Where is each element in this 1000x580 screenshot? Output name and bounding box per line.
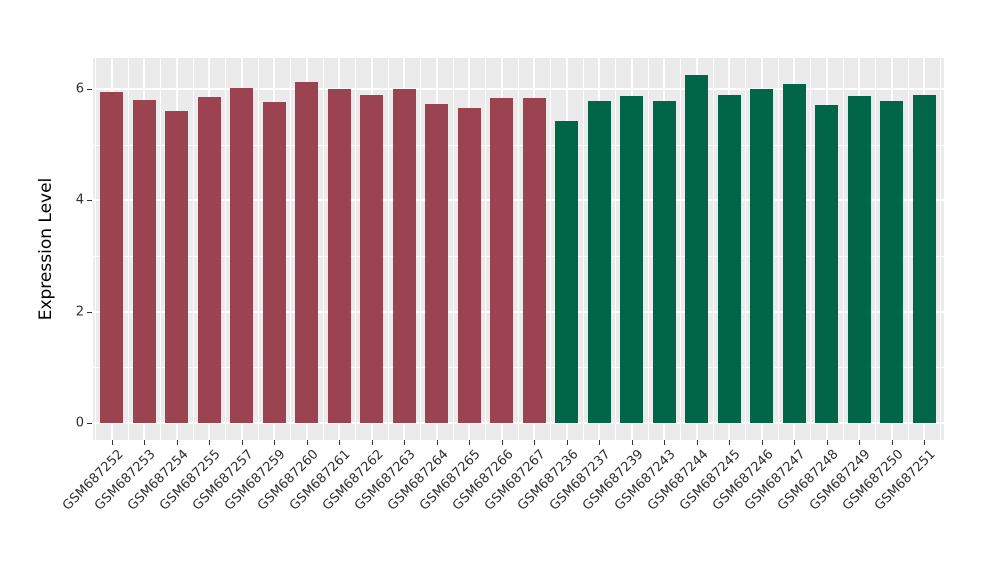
bar-GSM687262 xyxy=(360,95,384,423)
gridline-v-minor xyxy=(940,58,942,440)
x-tick-mark xyxy=(306,440,308,445)
x-tick-mark xyxy=(631,440,633,445)
y-tick-label: 2 xyxy=(75,304,84,320)
plot-area xyxy=(93,58,944,440)
bar-GSM687266 xyxy=(490,98,514,423)
bar-GSM687265 xyxy=(457,107,481,423)
bar-GSM687257 xyxy=(230,88,254,423)
y-tick-label: 4 xyxy=(75,192,84,208)
bar-GSM687249 xyxy=(847,95,871,423)
gridline-v-minor xyxy=(517,58,519,440)
y-tick-mark xyxy=(87,200,92,202)
x-tick-mark xyxy=(826,440,828,445)
x-tick-mark xyxy=(761,440,763,445)
bar-GSM687253 xyxy=(132,100,156,423)
y-tick-mark xyxy=(87,311,92,313)
x-tick-mark xyxy=(111,440,113,445)
y-tick-label: 0 xyxy=(75,415,84,431)
gridline-v-minor xyxy=(225,58,227,440)
gridline-v-minor xyxy=(680,58,682,440)
x-tick-mark xyxy=(924,440,926,445)
bar-GSM687246 xyxy=(750,88,774,423)
gridline-v-minor xyxy=(875,58,877,440)
x-tick-mark xyxy=(501,440,503,445)
bar-GSM687260 xyxy=(295,81,319,423)
bar-GSM687245 xyxy=(717,94,741,423)
bar-GSM687244 xyxy=(685,74,709,423)
x-tick-mark xyxy=(436,440,438,445)
x-tick-mark xyxy=(534,440,536,445)
bar-GSM687252 xyxy=(100,91,124,423)
y-tick-label: 6 xyxy=(75,81,84,97)
bar-GSM687267 xyxy=(522,97,546,423)
bar-GSM687261 xyxy=(327,88,351,423)
x-tick-mark xyxy=(274,440,276,445)
y-axis-title: Expression Level xyxy=(36,177,56,321)
gridline-v-minor xyxy=(842,58,844,440)
gridline-v-minor xyxy=(355,58,357,440)
bar-GSM687243 xyxy=(652,101,676,423)
x-tick-mark xyxy=(859,440,861,445)
x-tick-mark xyxy=(566,440,568,445)
gridline-v-minor xyxy=(452,58,454,440)
y-tick-mark xyxy=(87,423,92,424)
x-tick-mark xyxy=(794,440,796,445)
gridline-v-minor xyxy=(420,58,422,440)
gridline-v-minor xyxy=(777,58,779,440)
gridline-v-minor xyxy=(160,58,162,440)
bar-GSM687254 xyxy=(165,111,189,423)
bar-GSM687251 xyxy=(912,94,936,423)
gridline-v-minor xyxy=(127,58,129,440)
x-tick-mark xyxy=(469,440,471,445)
bar-GSM687263 xyxy=(392,89,416,423)
gridline-v-minor xyxy=(745,58,747,440)
bar-GSM687250 xyxy=(880,101,904,423)
x-tick-mark xyxy=(891,440,893,445)
gridline-v-minor xyxy=(387,58,389,440)
gridline-v-minor xyxy=(192,58,194,440)
x-tick-mark xyxy=(176,440,178,445)
x-tick-mark xyxy=(404,440,406,445)
x-tick-mark xyxy=(729,440,731,445)
bar-GSM687237 xyxy=(587,100,611,423)
gridline-v-minor xyxy=(712,58,714,440)
gridline-v-minor xyxy=(582,58,584,440)
gridline-v-minor xyxy=(907,58,909,440)
bar-GSM687255 xyxy=(197,96,221,423)
y-tick-mark xyxy=(87,89,92,91)
bar-GSM687239 xyxy=(620,96,644,423)
gridline-v-minor xyxy=(810,58,812,440)
x-tick-mark xyxy=(599,440,601,445)
gridline-v-minor xyxy=(615,58,617,440)
x-tick-mark xyxy=(209,440,211,445)
bar-GSM687247 xyxy=(782,84,806,423)
x-tick-mark xyxy=(339,440,341,445)
bar-GSM687264 xyxy=(425,103,449,423)
gridline-v-minor xyxy=(647,58,649,440)
x-tick-mark xyxy=(241,440,243,445)
x-tick-mark xyxy=(696,440,698,445)
gridline-v-minor xyxy=(95,58,97,440)
gridline-v-minor xyxy=(290,58,292,440)
bar-GSM687248 xyxy=(815,105,839,423)
gridline-v-minor xyxy=(257,58,259,440)
gridline-v-minor xyxy=(322,58,324,440)
bar-GSM687259 xyxy=(262,101,286,423)
x-tick-mark xyxy=(371,440,373,445)
bar-GSM687236 xyxy=(555,121,579,423)
gridline-v-minor xyxy=(550,58,552,440)
x-tick-mark xyxy=(144,440,146,445)
x-tick-mark xyxy=(664,440,666,445)
gridline-v-minor xyxy=(485,58,487,440)
